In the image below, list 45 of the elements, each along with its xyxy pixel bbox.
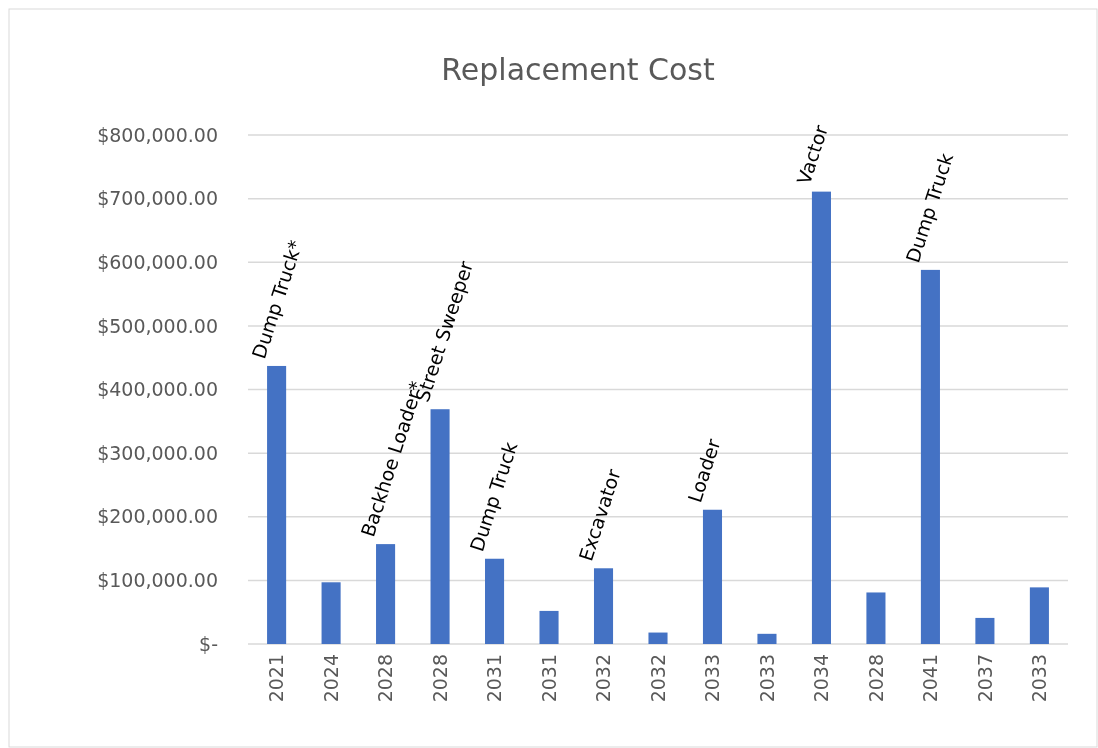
bar [866,592,886,644]
y-tick-label: $300,000.00 [97,441,218,464]
x-tick-label: 2033 [1028,654,1051,703]
x-tick-label: 2028 [864,654,887,703]
x-tick-label: 2034 [810,654,833,703]
x-tick-label: 2031 [537,654,560,703]
bar [1029,587,1049,644]
x-tick-label: 2032 [592,654,615,703]
x-tick-label: 2021 [265,654,288,703]
y-tick-label: $600,000.00 [97,250,218,273]
x-tick-label: 2041 [919,654,942,703]
x-tick-label: 2028 [428,654,451,703]
y-tick-label: $200,000.00 [97,505,218,528]
y-tick-label: $100,000.00 [97,569,218,592]
y-tick-label: $700,000.00 [97,187,218,210]
x-tick-label: 2028 [374,654,397,703]
bar [267,365,287,644]
y-tick-label: $800,000.00 [97,123,218,146]
bar [321,582,341,644]
x-tick-label: 2024 [319,654,342,703]
data-label: Dump Truck [901,150,958,266]
data-label: Dump Truck* [247,237,307,362]
bar [539,610,559,644]
bar [593,568,614,644]
data-label: Loader [683,436,725,505]
bar [485,558,505,644]
x-tick-label: 2033 [755,654,778,703]
bar [648,632,668,644]
x-tick-label: 2037 [973,654,996,703]
chart-title: Replacement Cost [441,52,715,87]
bar [376,544,396,644]
bar [920,269,940,644]
bar [430,409,450,644]
bar [811,191,831,644]
x-tick-label: 2032 [646,654,669,703]
x-tick-label: 2031 [483,654,506,703]
y-tick-label: $400,000.00 [97,378,218,401]
data-label: Dump Truck [465,439,522,554]
bar [702,509,723,644]
bar [757,633,777,644]
x-tick-label: 2033 [701,654,724,703]
y-tick-label: $500,000.00 [97,314,218,337]
bar [975,617,995,644]
data-label: Vactor [792,122,833,187]
y-tick-label: $- [199,632,218,655]
